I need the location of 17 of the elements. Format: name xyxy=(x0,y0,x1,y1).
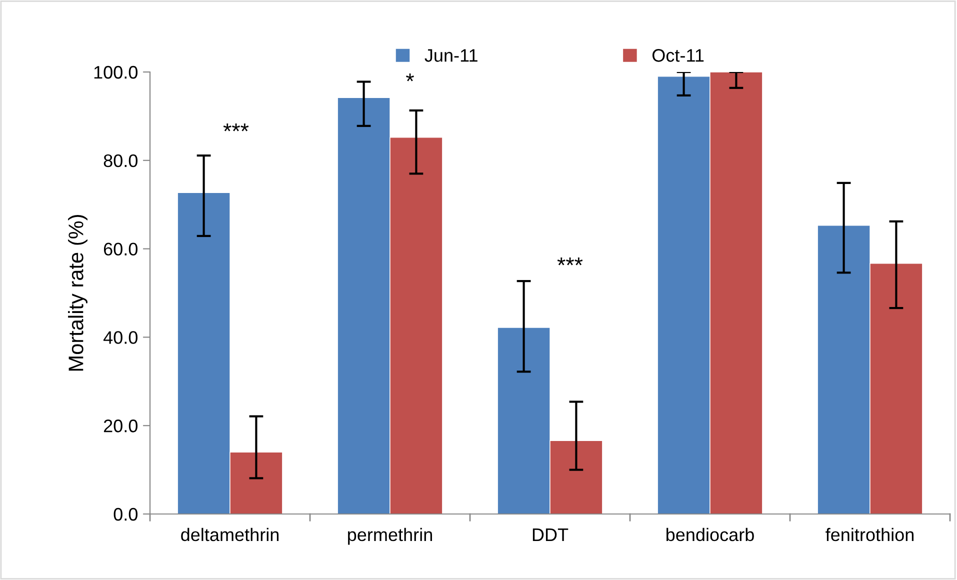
x-tick-label: bendiocarb xyxy=(666,528,754,542)
x-tick-label: fenitrothion xyxy=(826,528,914,542)
y-axis-title: Mortality rate (%) xyxy=(68,214,88,371)
annotation: * xyxy=(406,73,414,82)
y-tick-label: 80.0 xyxy=(104,154,138,168)
y-tick-label: 60.0 xyxy=(104,242,138,256)
y-tick-label: 0.0 xyxy=(114,508,138,521)
annotation: *** xyxy=(557,257,583,266)
annotation: *** xyxy=(223,123,249,132)
y-tick-label: 40.0 xyxy=(103,331,138,344)
y-tick-label: 20.0 xyxy=(104,420,138,432)
x-tick-label: DDT xyxy=(532,528,568,541)
legend-label: Oct-11 xyxy=(652,49,704,62)
y-tick-label: 100.0 xyxy=(94,66,138,79)
legend-label: Jun-11 xyxy=(424,49,478,62)
x-tick-label: permethrin xyxy=(348,528,432,545)
x-tick-label: deltamethrin xyxy=(181,528,279,542)
